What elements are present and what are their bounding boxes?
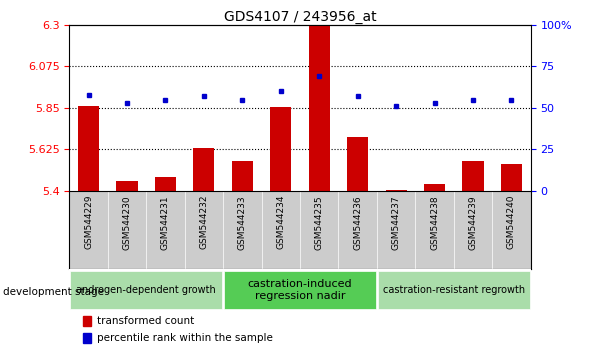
Text: GSM544234: GSM544234 (276, 195, 285, 250)
Bar (70, 271, 223, 309)
Text: GSM544235: GSM544235 (315, 195, 324, 250)
Text: GSM544230: GSM544230 (122, 195, 131, 250)
Bar (224, 271, 376, 309)
Text: GSM544239: GSM544239 (469, 195, 478, 250)
Text: percentile rank within the sample: percentile rank within the sample (97, 333, 273, 343)
Bar (83, 333, 92, 343)
Text: transformed count: transformed count (97, 316, 194, 326)
Text: castration-induced
regression nadir: castration-induced regression nadir (248, 279, 352, 301)
Title: GDS4107 / 243956_at: GDS4107 / 243956_at (224, 10, 376, 24)
Text: GSM544236: GSM544236 (353, 195, 362, 250)
Bar (501, 164, 522, 191)
Text: androgen-dependent growth: androgen-dependent growth (77, 285, 216, 295)
Text: GSM544238: GSM544238 (430, 195, 439, 250)
Bar (78, 106, 99, 191)
Bar (385, 190, 406, 191)
Bar (309, 26, 330, 191)
Bar (347, 137, 368, 191)
Bar (194, 148, 215, 191)
Bar (463, 161, 484, 191)
Text: development stage: development stage (3, 287, 104, 297)
Bar (155, 177, 176, 191)
Text: GSM544231: GSM544231 (161, 195, 170, 250)
Text: castration-resistant regrowth: castration-resistant regrowth (383, 285, 525, 295)
Bar (270, 107, 291, 191)
Bar (232, 161, 253, 191)
Bar (424, 184, 445, 191)
Text: GSM544240: GSM544240 (507, 195, 516, 250)
Text: GSM544232: GSM544232 (200, 195, 209, 250)
Bar (377, 271, 530, 309)
Bar (116, 181, 137, 191)
Text: GSM544229: GSM544229 (84, 195, 93, 250)
Text: GSM544237: GSM544237 (391, 195, 400, 250)
Text: GSM544233: GSM544233 (238, 195, 247, 250)
Bar (83, 316, 92, 326)
